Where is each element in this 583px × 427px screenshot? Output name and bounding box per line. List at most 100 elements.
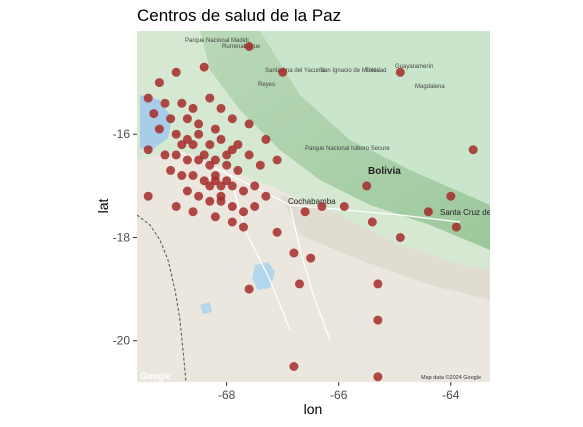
data-point-5 [395,67,405,77]
data-point-74 [306,253,316,263]
data-point-73 [289,248,299,258]
data-point-29 [272,155,282,165]
data-point-44 [216,181,226,191]
data-point-61 [239,222,248,232]
y-tick-label-0: -16 [113,127,131,141]
data-point-8 [177,98,187,108]
data-point-14 [182,114,192,124]
data-point-65 [339,202,349,211]
data-point-85 [188,140,198,150]
data-point-63 [300,207,310,217]
data-point-11 [216,103,226,113]
lake-poopo [252,262,275,290]
x-tick-label-2: -64 [442,388,460,402]
map-label-magdalena: Magdalena [415,84,445,90]
data-point-50 [194,191,204,201]
map-label-rurrenabaque: Rurrenabaque [222,44,261,50]
data-point-12 [149,109,159,119]
y-axis-title: lat [95,199,111,214]
data-point-38 [233,165,243,175]
map-label-san-ignacio: San Ignacio de Moxos [320,68,379,74]
andes-belt [200,31,490,250]
data-point-49 [182,186,192,196]
y-axis: -16 -18 -20 [113,127,137,348]
data-point-78 [244,284,254,294]
map-label-trinidad: Trinidad [365,68,386,74]
data-point-71 [451,222,461,232]
data-point-68 [395,233,405,242]
x-axis-title: lon [304,401,323,417]
data-point-20 [154,124,164,134]
data-point-17 [227,114,237,124]
data-point-10 [205,93,215,103]
data-point-15 [194,119,204,129]
lake-titicaca [140,95,172,150]
data-point-62 [272,227,282,237]
data-point-0 [171,67,181,77]
data-point-54 [239,207,248,217]
data-point-86 [177,140,187,150]
altiplano-area [137,150,490,382]
data-point-3 [244,42,254,51]
data-point-88 [205,181,215,191]
map-label-reyes: Reyes [258,82,275,88]
google-logo: Google [140,371,171,381]
data-point-23 [194,129,204,139]
data-point-60 [227,217,237,227]
data-point-84 [199,150,209,160]
map-label-madidi: Parque Nacional Madidi [185,38,249,44]
data-point-32 [171,150,181,160]
data-point-19 [261,134,271,144]
data-point-56 [143,191,153,201]
y-tick-label-1: -18 [113,230,131,244]
data-point-57 [171,202,181,211]
data-point-1 [154,78,164,88]
data-point-39 [166,165,176,175]
data-point-47 [250,181,260,191]
data-point-24 [205,140,215,150]
data-point-41 [188,171,198,180]
y-tick-label-2: -20 [113,334,131,348]
map-label-santa-cruz: Santa Cruz de la Sierra [440,208,524,217]
data-point-89 [216,191,226,201]
data-point-2 [199,62,209,72]
data-point-9 [188,103,198,113]
data-point-55 [250,202,260,211]
data-point-82 [222,176,232,186]
x-tick-label-1: -66 [330,388,348,402]
data-point-33 [182,155,192,165]
country-border [137,214,187,382]
map-label-isiboro: Parque Nacional Isiboro Secure [305,146,390,152]
data-point-13 [166,114,176,124]
data-point-64 [317,202,327,211]
data-point-83 [233,140,243,150]
data-point-40 [177,171,187,180]
map-label-country: Bolivia [368,166,401,177]
data-point-76 [373,279,383,289]
data-point-59 [210,212,220,222]
salar-water [200,302,212,314]
data-point-37 [222,160,232,170]
data-point-66 [362,181,372,191]
data-point-36 [210,155,220,165]
data-point-77 [373,315,383,325]
basemap: Bolivia Cochabamba Santa Cruz de la Sier… [137,31,524,382]
data-point-87 [222,150,232,160]
x-axis: -68 -66 -64 [218,382,460,402]
data-point-16 [210,124,220,134]
data-point-30 [143,145,153,155]
data-point-75 [295,279,304,289]
points-layer [143,42,478,382]
data-point-69 [423,207,433,217]
map-label-santa-ana: Santa Ana del Yacuma [265,68,326,74]
data-point-46 [239,186,248,196]
data-point-51 [205,196,215,206]
road-1 [174,149,461,223]
data-point-6 [143,93,153,103]
data-point-25 [216,134,226,144]
data-point-7 [160,98,170,108]
chart-title: Centros de salud de la Paz [137,6,342,25]
data-point-48 [261,191,271,201]
data-point-27 [244,150,254,160]
